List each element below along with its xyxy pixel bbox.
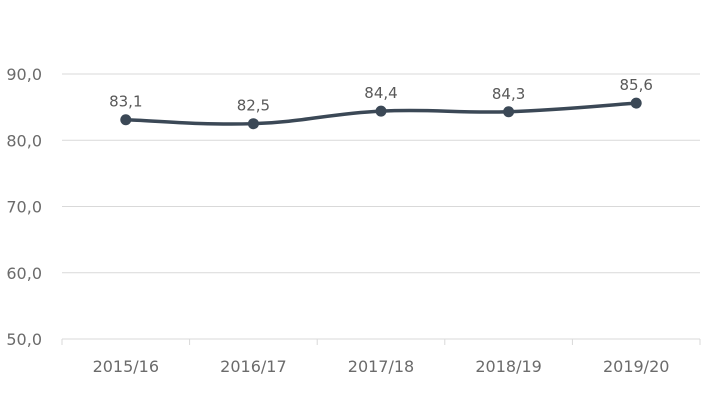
- data-point: [120, 114, 132, 126]
- y-tick-label: 80,0: [6, 131, 42, 150]
- data-label: 84,4: [364, 84, 397, 102]
- x-tick-label: 2017/18: [348, 357, 414, 376]
- data-label: 82,5: [237, 97, 270, 115]
- y-tick-label: 60,0: [6, 264, 42, 283]
- y-tick-label: 70,0: [6, 198, 42, 217]
- data-point: [375, 105, 387, 117]
- x-tick-label: 2019/20: [603, 357, 669, 376]
- x-tick-label: 2016/17: [220, 357, 286, 376]
- data-label: 84,3: [492, 85, 525, 103]
- y-axis-tick-labels: 50,0 60,0 70,0 80,0 90,0: [6, 65, 42, 349]
- data-point: [503, 106, 515, 118]
- y-tick-label: 50,0: [6, 330, 42, 349]
- data-point: [247, 118, 259, 130]
- x-tick-label: 2018/19: [475, 357, 541, 376]
- x-tick-label: 2015/16: [93, 357, 159, 376]
- data-label: 83,1: [109, 93, 142, 111]
- gridlines: [62, 73, 700, 274]
- series: [120, 97, 642, 130]
- data-labels: 83,1 82,5 84,4 84,3 85,6: [109, 76, 653, 115]
- data-label: 85,6: [619, 76, 652, 94]
- x-axis: [61, 338, 701, 345]
- y-tick-label: 90,0: [6, 65, 42, 84]
- x-axis-tick-labels: 2015/16 2016/17 2017/18 2018/19 2019/20: [93, 357, 670, 376]
- data-point: [630, 97, 642, 109]
